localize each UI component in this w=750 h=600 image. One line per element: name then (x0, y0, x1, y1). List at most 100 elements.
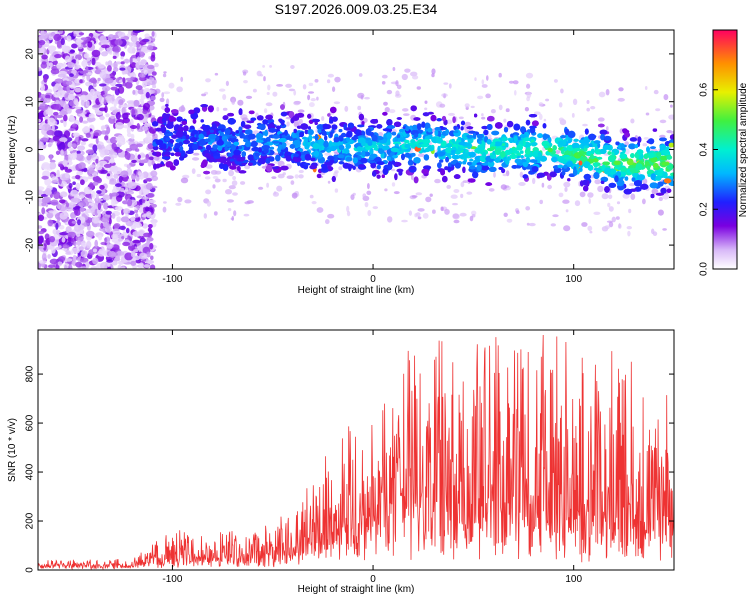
spectrogram-noise-cell (108, 251, 117, 258)
spectrogram-background-cell (364, 96, 370, 100)
spectrogram-background-cell (286, 175, 294, 179)
spectrogram-background-cell (213, 211, 218, 216)
spectrogram-signal-cell (343, 123, 347, 130)
spectrogram-noise-cell (133, 99, 140, 107)
spectrogram-noise-cell (80, 200, 89, 207)
spectrogram-background-cell (367, 183, 370, 190)
spectrogram-background-cell (314, 79, 319, 83)
spectrogram-noise-cell (79, 206, 85, 213)
spectrogram-signal-cell (376, 124, 383, 129)
spectrogram-noise-cell (134, 209, 139, 213)
spectrogram-background-cell (203, 213, 207, 219)
spectrogram-noise-cell (124, 252, 134, 261)
spectrogram-noise-cell (113, 46, 121, 53)
spectrogram-signal-cell (441, 115, 447, 122)
spectrogram-noise-cell (135, 61, 145, 69)
spectrogram-signal-cell (529, 159, 538, 163)
spectrogram-noise-cell (85, 149, 95, 154)
spectrogram-background-cell (563, 225, 571, 232)
spectrogram-noise-cell (75, 261, 83, 268)
spectrogram-background-cell (440, 206, 444, 212)
chart-title: S197.2026.009.03.25.E34 (275, 1, 438, 17)
spectrogram-background-cell (611, 216, 616, 223)
spectrogram-background-cell (526, 96, 530, 102)
spectrogram-signal-cell (243, 124, 252, 129)
spectrogram-noise-cell (112, 55, 117, 60)
spectrogram-noise-cell (47, 254, 51, 259)
spectrogram-noise-cell (131, 108, 135, 116)
spectrogram-background-cell (462, 180, 469, 184)
spectrogram-signal-cell (269, 146, 275, 150)
spectrogram-signal-cell (358, 113, 364, 121)
spectrogram-background-cell (311, 201, 317, 205)
spectrogram-background-cell (265, 102, 273, 107)
spectrogram-signal-cell (505, 157, 510, 165)
spectrogram-noise-cell (101, 216, 110, 223)
spectrogram-noise-cell (136, 56, 141, 62)
spectrogram-noise-cell (122, 112, 129, 120)
spectrogram-background-cell (545, 98, 550, 102)
spectrogram-signal-cell (522, 174, 529, 179)
spectrogram-noise-cell (132, 231, 140, 237)
spectrogram-noise-cell (86, 74, 91, 81)
spectrogram-noise-cell (145, 177, 153, 182)
spectrogram-signal-cell (200, 119, 204, 123)
spectrogram-background-cell (392, 67, 396, 71)
spectrogram-signal-cell (352, 157, 358, 164)
spectrogram-noise-cell (108, 149, 115, 155)
spectrogram-noise-cell (116, 191, 125, 198)
spectrogram-signal-cell (543, 134, 550, 139)
spectrogram-noise-cell (72, 132, 80, 138)
spectrogram-noise-cell (124, 152, 131, 160)
spectrogram-noise-cell (67, 141, 72, 148)
spectrogram-signal-cell (462, 152, 469, 160)
spectrogram-noise-cell (92, 78, 97, 84)
spectrogram-noise-cell (66, 108, 72, 114)
spectrogram-signal-cell (324, 135, 328, 141)
spectrogram-noise-cell (107, 60, 113, 67)
spectrogram-noise-cell (147, 159, 152, 167)
spectrogram-noise-cell (79, 194, 85, 199)
spectrogram-background-cell (384, 188, 388, 192)
spectrogram-noise-cell (38, 118, 42, 123)
spectrogram-background-cell (448, 83, 452, 89)
spectrogram-background-cell (446, 119, 453, 125)
spectrogram-noise-cell (145, 182, 153, 190)
spectrogram-background-cell (439, 103, 446, 108)
spectrogram-noise-cell (94, 91, 102, 96)
spectrogram-noise-cell (45, 39, 50, 46)
spectrogram-background-cell (276, 185, 283, 192)
spectrogram-signal-cell (262, 119, 269, 125)
spectrogram-noise-cell (138, 262, 144, 269)
spectrogram-signal-cell (229, 165, 237, 170)
spectrogram-signal-cell (578, 160, 583, 166)
spectrogram-background-cell (572, 98, 578, 106)
spectrogram-signal-cell (494, 122, 503, 129)
spectrogram-noise-cell (147, 227, 152, 232)
spectrogram-background-cell (216, 106, 220, 112)
spectrogram-signal-cell (381, 174, 385, 178)
spectrogram-noise-cell (65, 202, 70, 208)
spectrogram-noise-cell (148, 224, 153, 229)
spectrogram-background-cell (604, 225, 610, 230)
spectrogram-background-cell (555, 150, 561, 154)
spectrogram-heatmap (38, 30, 674, 269)
spectrogram-noise-cell (43, 243, 47, 251)
spectrogram-noise-cell (103, 202, 109, 210)
spectrogram-background-cell (177, 196, 183, 203)
spectrogram-signal-cell (659, 137, 667, 142)
spectrogram-background-cell (205, 78, 211, 83)
spectrogram-noise-cell (103, 163, 112, 168)
spectrogram-noise-cell (119, 67, 126, 71)
spectrogram-noise-cell (147, 64, 155, 70)
spectrogram-noise-cell (59, 137, 68, 142)
spectrogram-signal-cell (648, 138, 655, 145)
spectrogram-signal-cell (436, 118, 442, 122)
spectrogram-signal-cell (511, 165, 518, 169)
spectrogram-background-cell (346, 210, 351, 217)
spectrogram-background-cell (502, 173, 508, 177)
spectrogram-noise-cell (74, 87, 82, 93)
spectrogram-noise-cell (49, 162, 57, 170)
spectrogram-noise-cell (41, 175, 49, 180)
spectrogram-noise-cell (111, 212, 116, 219)
